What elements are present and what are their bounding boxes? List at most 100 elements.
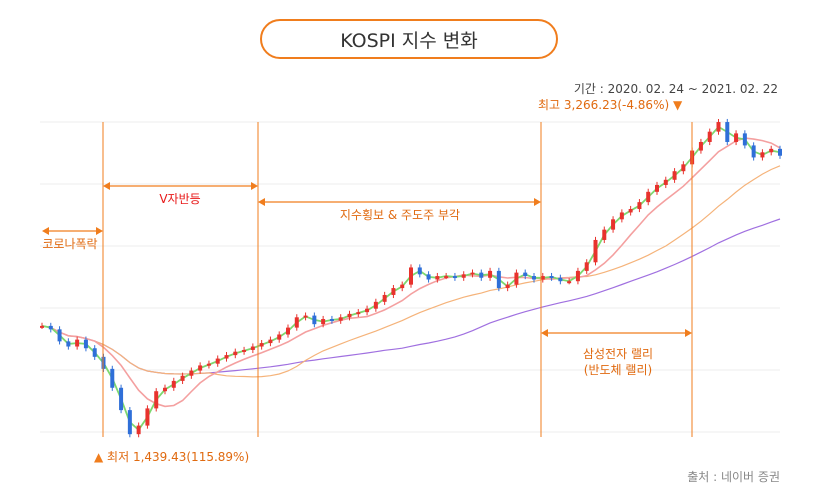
candle bbox=[391, 288, 396, 295]
covid-crash-label: 코로나폭락 bbox=[42, 237, 97, 251]
candle bbox=[127, 410, 132, 435]
candle bbox=[347, 313, 352, 318]
candle bbox=[505, 284, 510, 289]
candle bbox=[523, 272, 528, 277]
candle bbox=[57, 329, 62, 342]
candle bbox=[189, 370, 194, 376]
candle bbox=[409, 267, 413, 285]
candle bbox=[75, 339, 80, 347]
candle bbox=[224, 355, 229, 359]
candle bbox=[268, 339, 273, 344]
candle bbox=[479, 272, 484, 278]
candle bbox=[681, 164, 686, 172]
period-label: 기간 : 2020. 02. 24 ~ 2021. 02. 22 bbox=[573, 82, 778, 96]
sideways-label: 지수횡보 & 주도주 부각 bbox=[340, 208, 460, 222]
v-rebound-arrow-head-left bbox=[103, 182, 110, 190]
candle bbox=[400, 284, 405, 289]
sideways-arrow-head-left bbox=[258, 198, 265, 206]
candle bbox=[215, 358, 220, 364]
candle bbox=[698, 141, 703, 151]
candle bbox=[136, 425, 141, 435]
phase-markers bbox=[42, 122, 693, 437]
candle bbox=[163, 387, 167, 392]
samsung-rally-label: 삼성전자 랠리 bbox=[583, 347, 653, 361]
candle bbox=[778, 148, 782, 156]
chart-title: KOSPI 지수 변화 bbox=[260, 19, 558, 59]
candle bbox=[365, 308, 370, 313]
candle bbox=[593, 239, 598, 263]
candle bbox=[488, 270, 493, 278]
candle bbox=[470, 272, 475, 275]
candle bbox=[742, 133, 747, 146]
candle bbox=[338, 317, 343, 321]
candle bbox=[540, 276, 545, 280]
candle bbox=[725, 122, 730, 142]
candle bbox=[716, 122, 721, 132]
candles bbox=[40, 118, 782, 438]
candle bbox=[514, 272, 519, 285]
candle bbox=[637, 202, 642, 210]
candle bbox=[532, 276, 536, 280]
candle bbox=[646, 191, 651, 203]
candle bbox=[734, 133, 739, 142]
candle bbox=[382, 294, 387, 302]
candle bbox=[435, 276, 440, 280]
candle bbox=[259, 343, 264, 347]
low-label: ▲ 최저 1,439.43(115.89%) bbox=[94, 450, 249, 464]
covid-crash-arrow-head-left bbox=[42, 227, 49, 235]
grid-lines bbox=[40, 121, 780, 433]
candle bbox=[206, 363, 211, 366]
candle bbox=[66, 341, 71, 347]
samsung-rally-sub-label: (반도체 랠리) bbox=[584, 363, 652, 377]
candle bbox=[145, 408, 150, 426]
candle bbox=[655, 184, 659, 192]
v-rebound-arrow-head-right bbox=[251, 182, 258, 190]
candle bbox=[707, 131, 712, 142]
candle bbox=[180, 375, 185, 381]
candle bbox=[110, 368, 115, 388]
v-rebound-label: V자반등 bbox=[159, 192, 200, 206]
candle bbox=[321, 319, 326, 325]
candle bbox=[567, 281, 572, 284]
samsung-rally-arrow-head-left bbox=[541, 329, 548, 337]
candle bbox=[760, 152, 765, 158]
candle bbox=[312, 315, 317, 325]
ma20-line bbox=[41, 137, 781, 408]
candle bbox=[426, 274, 431, 280]
ma120-line bbox=[41, 218, 781, 375]
candle bbox=[171, 380, 176, 388]
candle bbox=[303, 315, 308, 318]
candle bbox=[672, 171, 677, 180]
candle bbox=[48, 325, 53, 330]
candle bbox=[452, 276, 457, 279]
candle bbox=[496, 270, 501, 289]
candle bbox=[602, 229, 607, 240]
candle bbox=[233, 351, 238, 356]
candle bbox=[444, 276, 449, 279]
ma60-line bbox=[41, 165, 781, 378]
candle bbox=[558, 277, 563, 282]
candle bbox=[461, 274, 466, 278]
candle bbox=[356, 312, 361, 315]
candle bbox=[769, 148, 774, 153]
candle bbox=[40, 325, 44, 328]
candle bbox=[417, 267, 422, 275]
candle bbox=[751, 145, 756, 158]
source-label: 출처 : 네이버 증권 bbox=[687, 470, 780, 484]
high-label: 최고 3,266.23(-4.86%) ▼ bbox=[538, 98, 683, 112]
covid-crash-arrow-head-right bbox=[96, 227, 103, 235]
candle bbox=[242, 349, 247, 352]
candle bbox=[294, 317, 299, 328]
candle bbox=[250, 346, 255, 350]
candle bbox=[92, 348, 97, 357]
candle bbox=[628, 209, 633, 213]
candle bbox=[373, 301, 378, 309]
candle bbox=[286, 327, 290, 335]
candle bbox=[198, 365, 203, 371]
samsung-rally-arrow-head-right bbox=[685, 329, 692, 337]
candle bbox=[277, 334, 282, 340]
candle bbox=[154, 391, 159, 409]
candle bbox=[83, 339, 88, 349]
sideways-arrow-head-right bbox=[534, 198, 541, 206]
